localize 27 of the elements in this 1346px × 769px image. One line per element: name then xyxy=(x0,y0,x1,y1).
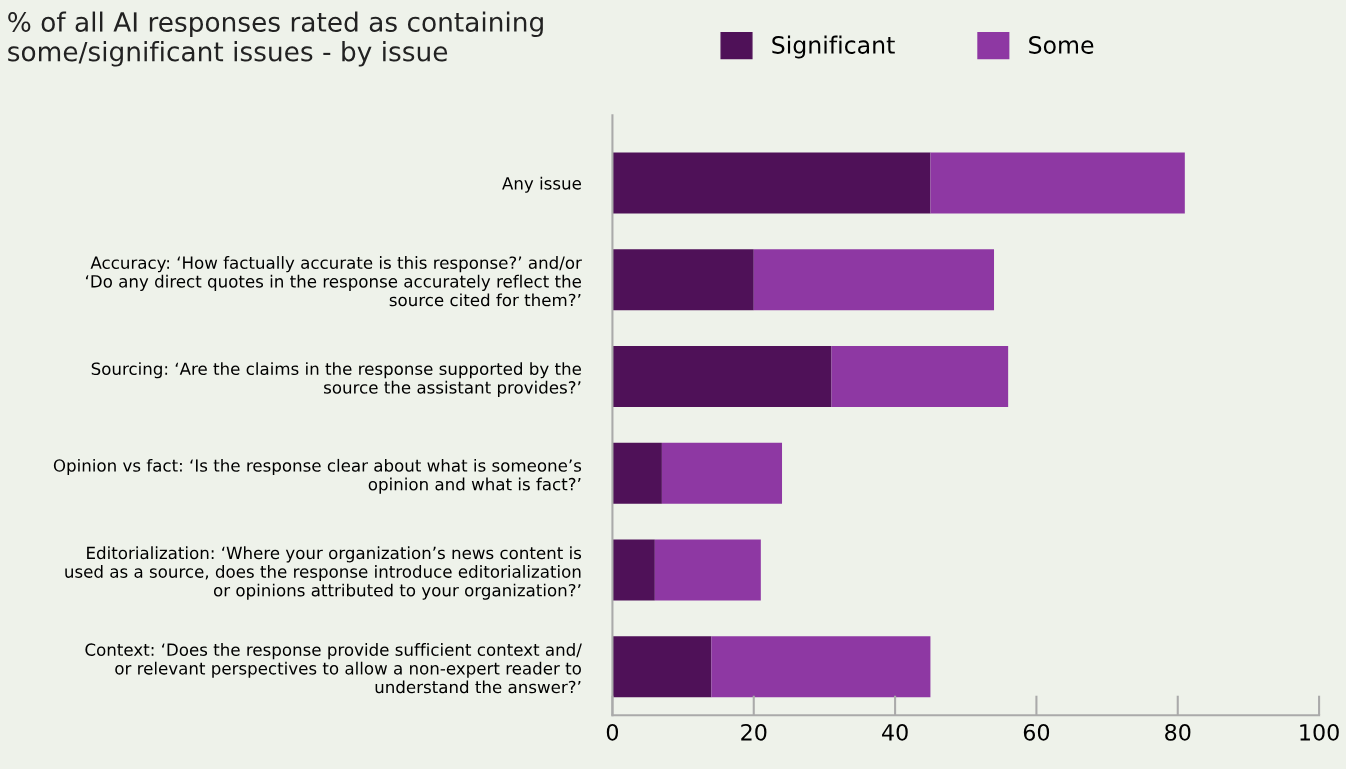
y-tick-label: Accuracy: ‘How factually accurate is this response?’ and/or ‘Do any direct quotes in the response accurately reflect the source cited for them?’ xyxy=(85,256,582,307)
y-tick-label: Opinion vs fact: ‘Is the response clear about what is someone’s opinion and what is fact?’ xyxy=(53,458,582,494)
x-tick-label: 40 xyxy=(882,723,908,741)
x-tick-label: 80 xyxy=(1165,723,1191,741)
bar xyxy=(612,346,832,408)
y-tick-label: Sourcing: ‘Are the claims in the response supported by the source the assistant provides?’ xyxy=(91,362,581,397)
bar xyxy=(612,152,931,214)
x-tick-label: 0 xyxy=(606,723,619,741)
bar xyxy=(612,636,712,698)
bar xyxy=(661,442,783,504)
x-tick-label: 60 xyxy=(1023,723,1050,741)
y-tick-label: Any issue xyxy=(502,176,581,193)
bar xyxy=(612,539,655,601)
bar xyxy=(612,442,662,504)
legend-label: Some xyxy=(1029,36,1094,54)
x-tick-label: 20 xyxy=(741,723,767,741)
y-tick-label: Editorialization: ‘Where your organization’s news content is used as a source, does the response introduce editorialization or opinions attributed to your organization?’ xyxy=(65,546,582,600)
text: % of all AI responses rated as containing some/significant issues - by issue xyxy=(8,11,543,67)
legend-label: Significant xyxy=(772,35,895,59)
bar xyxy=(612,249,754,311)
bar xyxy=(930,152,1185,214)
bar xyxy=(753,249,995,311)
bar xyxy=(831,346,1009,408)
x-tick-label: 100 xyxy=(1300,723,1339,741)
bar xyxy=(654,539,761,601)
bar xyxy=(711,636,931,698)
y-tick-label: Context: ‘Does the response provide sufficient context and/ or relevant perspectives to allow a non-expert reader to understand the answer?’ xyxy=(85,643,582,694)
